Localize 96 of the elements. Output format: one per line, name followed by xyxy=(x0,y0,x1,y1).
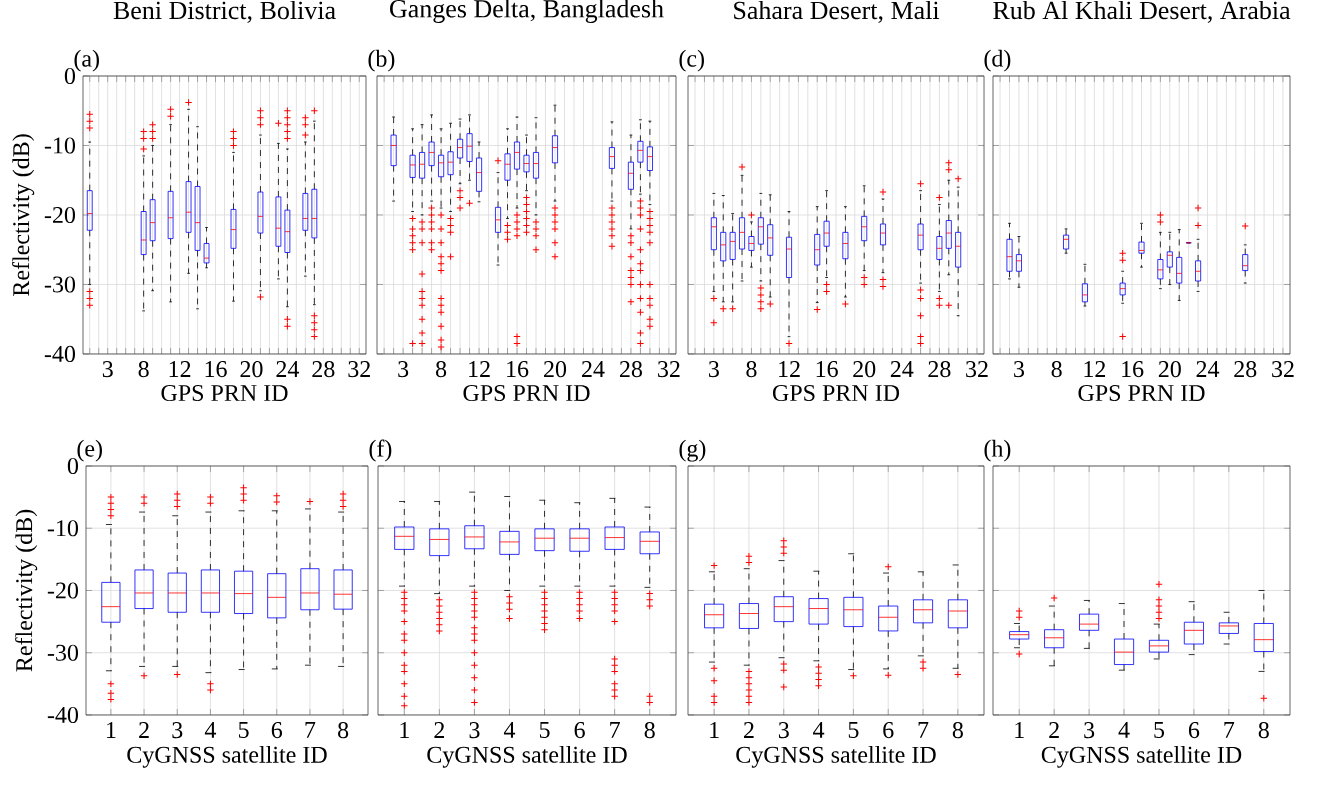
y-tick-label: -30 xyxy=(44,276,76,293)
x-tick-label: 4 xyxy=(503,722,516,738)
x-tick-label: 3 xyxy=(778,722,789,739)
x-tick-label: 1 xyxy=(710,722,719,738)
x-tick-label: 7 xyxy=(1224,722,1235,738)
x-axis-title: GPS PRN ID xyxy=(463,384,590,402)
x-tick-label: 16 xyxy=(507,361,529,378)
text: (f) xyxy=(369,439,392,462)
x-tick-label: 7 xyxy=(305,722,316,738)
x-tick-label: 3 xyxy=(1084,722,1095,739)
text: (d) xyxy=(984,49,1011,72)
x-tick-label: 16 xyxy=(205,361,227,378)
text: (c) xyxy=(679,49,704,72)
x-tick-label: 7 xyxy=(610,722,620,738)
x-tick-label: 3 xyxy=(172,722,183,739)
x-tick-label: 32 xyxy=(1272,361,1294,378)
x-tick-label: 8 xyxy=(746,361,757,378)
text: (a) xyxy=(74,49,99,72)
y-tick-label: -20 xyxy=(47,582,79,599)
x-tick-label: 12 xyxy=(779,361,800,377)
x-tick-label: 6 xyxy=(271,722,283,739)
x-tick-label: 6 xyxy=(883,722,894,739)
x-tick-label: 7 xyxy=(918,722,929,738)
x-tick-label: 24 xyxy=(276,361,300,377)
x-axis-title: CyGNSS satellite ID xyxy=(127,745,327,768)
x-tick-label: 6 xyxy=(1188,722,1200,739)
y-tick-label: -40 xyxy=(47,706,79,724)
x-tick-label: 20 xyxy=(1158,361,1181,378)
x-tick-label: 2 xyxy=(744,722,754,738)
x-tick-label: 5 xyxy=(848,722,859,738)
x-tick-label: 28 xyxy=(1234,361,1257,378)
x-axis-title: GPS PRN ID xyxy=(772,384,900,402)
x-tick-label: 5 xyxy=(238,722,249,738)
text: (h) xyxy=(984,439,1011,462)
x-tick-label: 3 xyxy=(1014,361,1025,378)
chart-title: Sahara Desert, Mali xyxy=(734,0,940,23)
x-tick-label: 4 xyxy=(204,722,217,738)
x-tick-label: 8 xyxy=(644,722,655,739)
x-tick-label: 12 xyxy=(169,361,191,377)
x-tick-label: 24 xyxy=(890,361,914,377)
y-axis-title: Reflectivity (dB) xyxy=(15,509,38,672)
x-tick-label: 28 xyxy=(928,361,951,378)
x-tick-label: 8 xyxy=(952,722,963,739)
x-axis-title: CyGNSS satellite ID xyxy=(1041,745,1242,768)
x-tick-label: 32 xyxy=(658,361,680,378)
x-tick-label: 3 xyxy=(709,361,719,378)
x-tick-label: 1 xyxy=(106,722,116,738)
y-tick-label: -40 xyxy=(44,345,76,363)
y-tick-label: -20 xyxy=(44,206,76,224)
x-tick-label: 8 xyxy=(1051,361,1062,378)
x-tick-label: 16 xyxy=(1122,361,1144,378)
chart-title: Beni District, Bolivia xyxy=(113,0,336,23)
x-tick-label: 16 xyxy=(816,361,838,378)
y-tick-label: 0 xyxy=(64,67,76,85)
x-tick-label: 28 xyxy=(619,361,642,378)
x-tick-label: 20 xyxy=(544,361,567,378)
x-tick-label: 12 xyxy=(1084,361,1106,377)
x-axis-title: GPS PRN ID xyxy=(161,384,288,402)
chart-title: Rub Al Khali Desert, Arabia xyxy=(993,0,1291,23)
x-tick-label: 5 xyxy=(1154,722,1165,738)
y-tick-label: -30 xyxy=(47,644,79,661)
y-axis-title: Reflectivity (dB) xyxy=(12,134,35,296)
text: (b) xyxy=(368,49,395,72)
x-tick-label: 1 xyxy=(1015,722,1024,738)
x-tick-label: 6 xyxy=(574,722,585,739)
y-tick-label: 0 xyxy=(67,457,79,475)
x-tick-label: 3 xyxy=(469,722,480,739)
x-tick-label: 32 xyxy=(966,361,988,378)
x-tick-label: 24 xyxy=(582,361,605,377)
x-tick-label: 4 xyxy=(813,722,825,738)
x-tick-label: 2 xyxy=(1049,722,1059,738)
x-tick-label: 32 xyxy=(348,361,370,378)
x-axis-title: CyGNSS satellite ID xyxy=(427,745,627,768)
x-tick-label: 28 xyxy=(312,361,335,378)
x-tick-label: 8 xyxy=(138,361,149,378)
x-tick-label: 4 xyxy=(1118,722,1130,738)
x-tick-label: 8 xyxy=(435,361,447,378)
x-axis-title: CyGNSS satellite ID xyxy=(736,745,936,768)
x-tick-label: 24 xyxy=(1196,361,1220,377)
x-tick-label: 3 xyxy=(398,361,409,378)
text: (g) xyxy=(679,439,706,462)
x-tick-label: 8 xyxy=(338,722,349,739)
x-axis-title: GPS PRN ID xyxy=(1078,384,1205,402)
text: (e) xyxy=(77,439,102,462)
x-tick-label: 1 xyxy=(400,722,409,738)
x-tick-label: 8 xyxy=(1258,722,1269,739)
x-tick-label: 12 xyxy=(469,361,490,377)
x-tick-label: 20 xyxy=(853,361,876,378)
x-tick-label: 5 xyxy=(539,722,550,738)
x-tick-label: 2 xyxy=(139,722,149,738)
x-tick-label: 2 xyxy=(434,722,445,738)
x-tick-label: 20 xyxy=(240,361,263,378)
y-tick-label: -10 xyxy=(47,520,79,537)
chart-title: Ganges Delta, Bangladesh xyxy=(390,0,664,23)
y-tick-label: -10 xyxy=(44,137,76,154)
x-tick-label: 3 xyxy=(102,361,113,378)
